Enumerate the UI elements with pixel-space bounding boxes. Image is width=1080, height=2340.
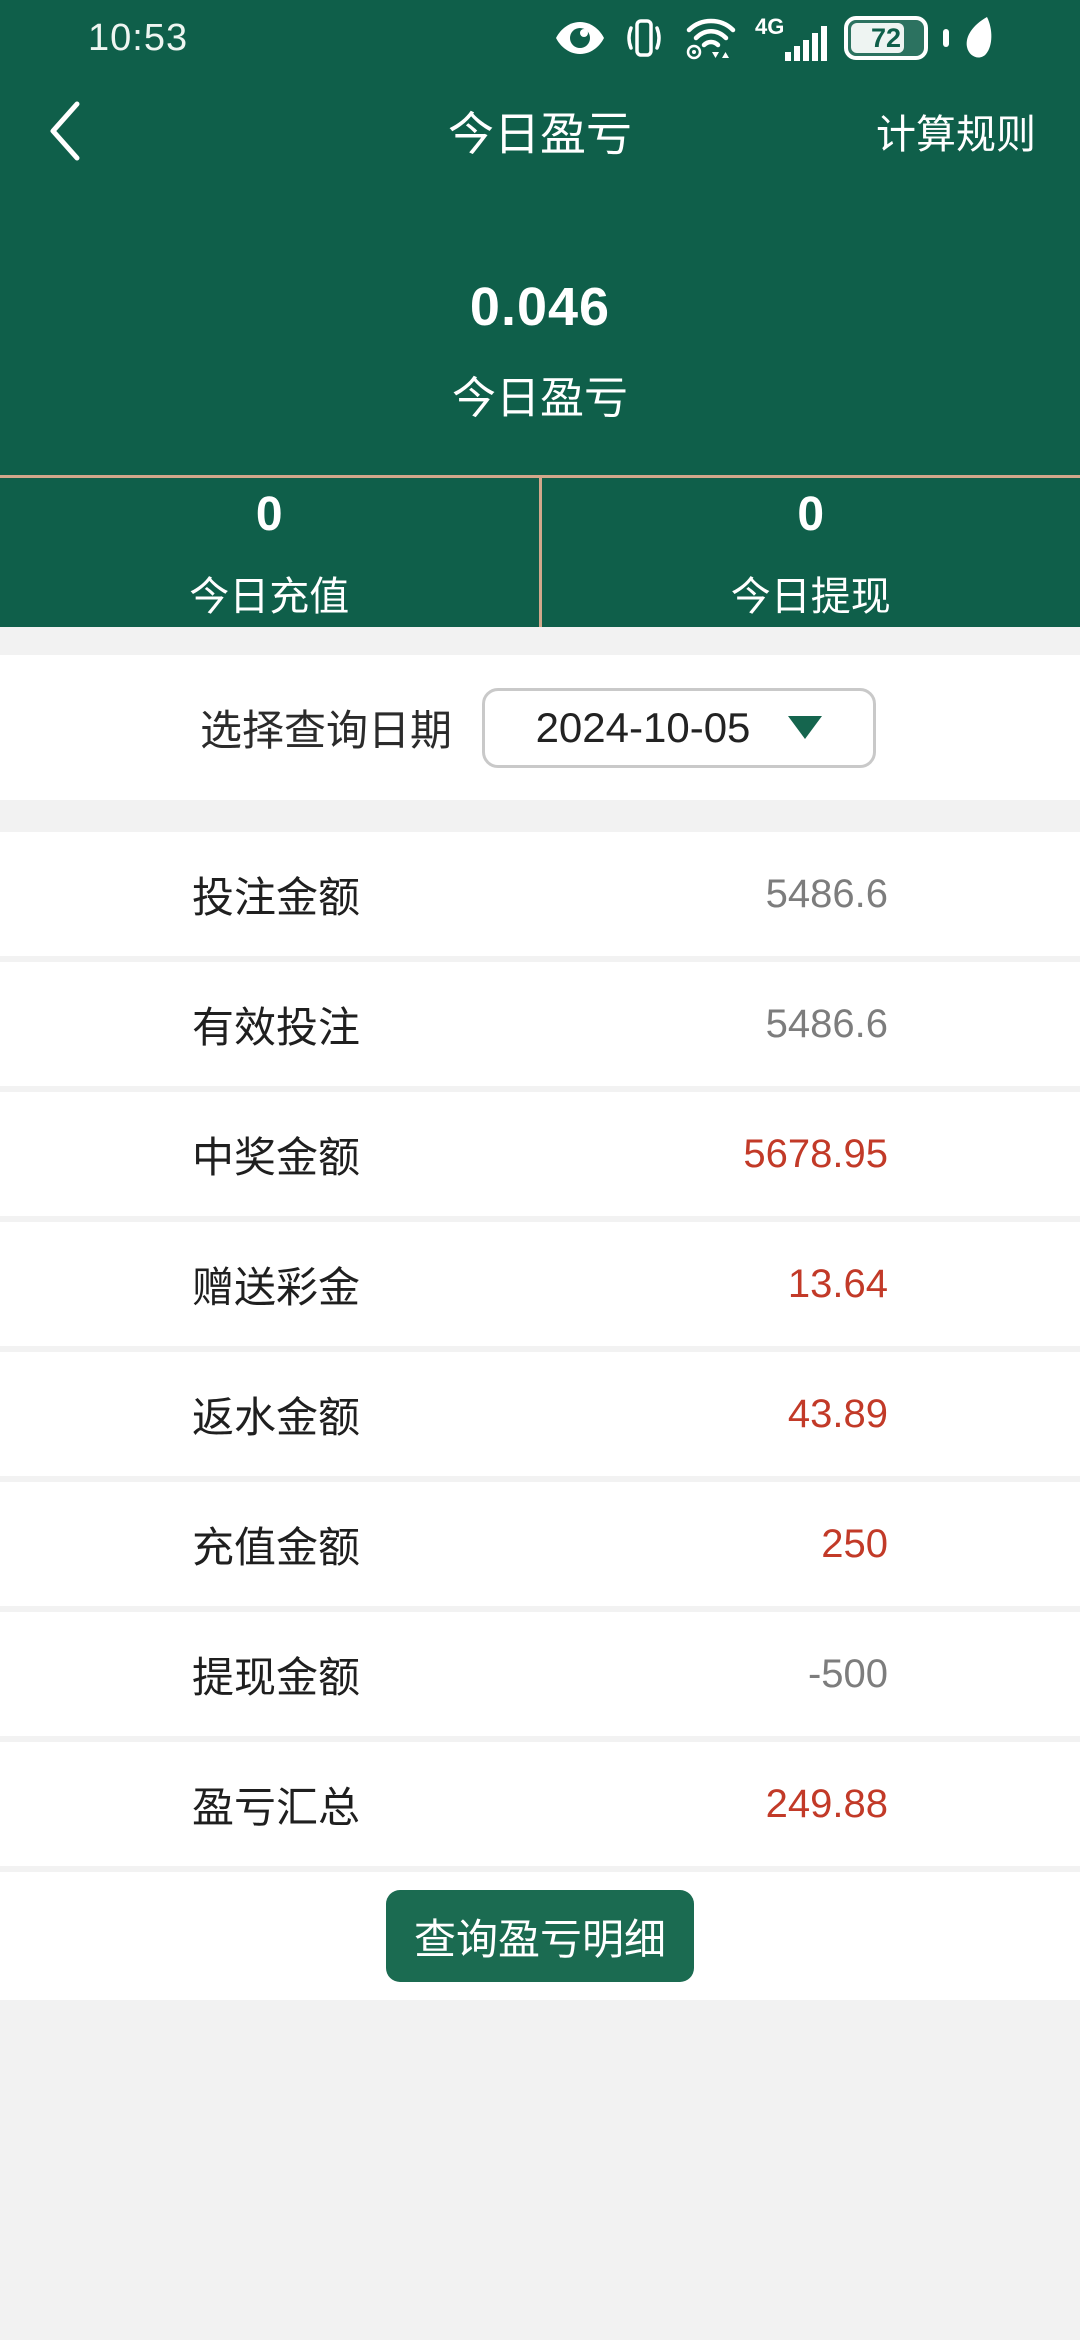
- back-button[interactable]: [44, 98, 104, 164]
- row-label: 返水金额: [192, 1393, 361, 1441]
- row-value: 5678.95: [743, 1131, 888, 1176]
- row-value: 250: [821, 1521, 888, 1566]
- row-label: 提现金额: [192, 1653, 361, 1701]
- today-stats-bar: 0 今日充值 0 今日提现: [0, 475, 1080, 627]
- stat-row-valid-bet: 有效投注 5486.6: [0, 962, 1080, 1086]
- date-select[interactable]: 2024-10-05: [482, 687, 876, 768]
- row-label: 有效投注: [192, 1003, 361, 1051]
- battery-fill: [851, 23, 905, 53]
- nav-bar: 今日盈亏 计算规则: [0, 98, 1080, 164]
- power-save-leaf-icon: [964, 15, 996, 61]
- today-deposit-cell: 0 今日充值: [0, 478, 542, 627]
- network-type-label: 4G: [755, 14, 784, 39]
- query-profit-detail-button[interactable]: 查询盈亏明细: [385, 1890, 694, 1982]
- today-withdraw-value: 0: [797, 488, 825, 541]
- back-chevron-icon: [50, 101, 80, 161]
- page-title: 今日盈亏: [448, 108, 632, 160]
- row-value: 13.64: [787, 1261, 888, 1306]
- stat-row-profit-total: 盈亏汇总 249.88: [0, 1742, 1080, 1866]
- battery-percent-label: 72: [870, 22, 902, 53]
- row-value: 249.88: [765, 1781, 888, 1826]
- today-deposit-value: 0: [255, 488, 283, 541]
- row-label: 投注金额: [192, 873, 361, 921]
- date-picker-label: 选择查询日期: [200, 707, 453, 754]
- dropdown-caret-icon: [788, 716, 823, 739]
- status-icons: 4G 72: [554, 14, 996, 62]
- stat-row-bet-amount: 投注金额 5486.6: [0, 832, 1080, 956]
- row-label: 中奖金额: [192, 1133, 361, 1181]
- stat-row-deposit: 充值金额 250: [0, 1482, 1080, 1606]
- eye-protection-icon: [554, 18, 606, 58]
- stat-row-rebate: 返水金额 43.89: [0, 1352, 1080, 1476]
- stat-row-bonus: 赠送彩金 13.64: [0, 1222, 1080, 1346]
- signal-strength-icon: 4G: [755, 14, 829, 62]
- today-deposit-label: 今日充值: [189, 575, 350, 619]
- status-time: 10:53: [88, 16, 189, 59]
- date-picker-row: 选择查询日期 2024-10-05: [0, 655, 1080, 800]
- date-select-value: 2024-10-05: [535, 703, 751, 751]
- row-value: -500: [807, 1651, 888, 1696]
- today-profit-label: 今日盈亏: [452, 374, 628, 423]
- stat-row-withdraw: 提现金额 -500: [0, 1612, 1080, 1736]
- row-value: 5486.6: [765, 1001, 888, 1046]
- row-label: 盈亏汇总: [192, 1783, 361, 1831]
- footer-button-section: 查询盈亏明细: [0, 1872, 1080, 2000]
- hero-header: 10:53: [0, 0, 1080, 627]
- today-profit-value: 0.046: [469, 277, 611, 337]
- status-bar: 10:53: [0, 0, 1080, 62]
- today-withdraw-label: 今日提现: [730, 575, 891, 619]
- row-value: 43.89: [787, 1391, 888, 1436]
- row-label: 赠送彩金: [192, 1263, 361, 1311]
- stat-row-winnings: 中奖金额 5678.95: [0, 1092, 1080, 1216]
- battery-indicator: 72: [844, 16, 928, 60]
- calc-rules-link[interactable]: 计算规则: [876, 113, 1036, 157]
- wifi-icon: [682, 15, 740, 61]
- row-value: 5486.6: [765, 871, 888, 916]
- battery-cap: [943, 29, 949, 47]
- row-label: 充值金额: [192, 1523, 361, 1571]
- vibrate-icon: [621, 16, 667, 60]
- today-withdraw-cell: 0 今日提现: [542, 478, 1080, 627]
